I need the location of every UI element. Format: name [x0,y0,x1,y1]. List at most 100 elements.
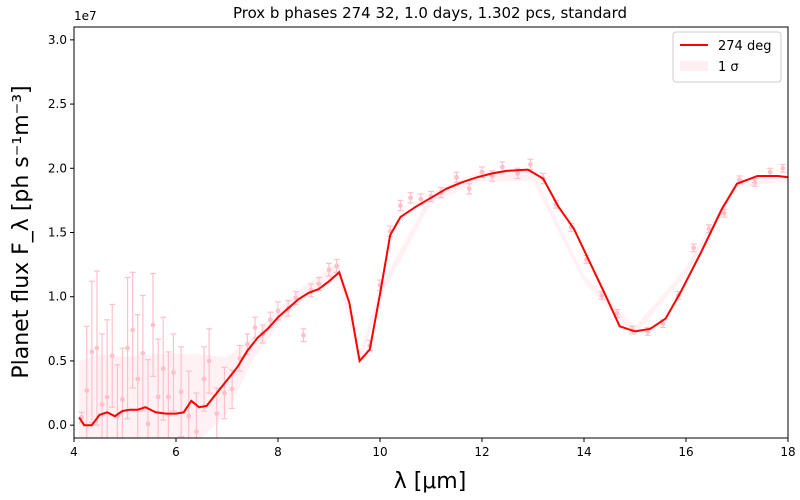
observation-point [160,316,167,421]
observation-point [527,158,534,171]
y-tick-label: 0.0 [48,418,67,432]
y-tick-label: 1.5 [48,226,67,240]
legend: 274 deg 1 σ [672,31,782,83]
x-tick-label: 16 [678,445,693,459]
x-tick-label: 18 [780,445,795,459]
observation-marker [614,311,620,316]
observation-point [150,273,157,377]
observation-point [104,319,111,438]
observation-marker [245,341,250,347]
observation-point [453,171,460,184]
observation-marker [515,171,521,176]
observation-point [407,192,414,204]
observation-marker [489,173,495,179]
observation-point [300,328,307,343]
observation-marker [150,322,156,328]
observation-marker [398,203,403,208]
observation-marker [130,327,136,333]
observation-marker [252,325,258,330]
observation-marker [160,366,166,372]
observation-point [93,270,100,426]
observation-point [213,387,220,438]
observation-point [598,290,605,300]
y-tick-label: 2.5 [48,97,67,111]
series-line [78,168,788,427]
x-tick-label: 12 [474,445,489,459]
observation-point [201,346,208,412]
observation-marker [408,195,413,201]
observation-point [779,163,786,173]
observation-marker [599,293,605,298]
observation-marker [135,376,141,382]
observation-point [165,351,172,438]
observation-marker [418,196,424,202]
y-axis-label: Planet flux F_λ [ph s⁻¹m⁻³] [9,85,34,378]
observation-point [236,344,243,372]
observation-point [170,333,177,412]
observation-point [308,283,315,298]
observation-marker [528,162,533,167]
observation-marker [500,164,505,170]
observation-marker [691,245,697,251]
observation-marker [84,388,90,393]
chart-title: Prox b phases 274 32, 1.0 days, 1.302 pc… [233,4,627,22]
observation-marker [267,317,273,323]
observation-marker [194,429,199,434]
observation-marker [301,332,306,338]
x-tick-label: 14 [576,445,591,459]
y-tick-label: 3.0 [48,33,67,47]
observation-marker [767,169,773,175]
y-tick-label: 2.0 [48,161,67,175]
sigma-band [79,170,788,438]
observation-point [144,359,151,438]
observation-marker [125,345,130,351]
x-tick-label: 6 [172,445,180,459]
observation-point [178,346,185,438]
x-tick-label: 4 [70,445,78,459]
observation-point [83,325,90,438]
observation-point [397,199,404,212]
observation-point [134,314,141,438]
y-tick-label: 1.0 [48,290,67,304]
legend-band-swatch [680,61,708,71]
observation-marker [99,402,105,408]
observation-point [119,347,126,438]
observation-marker [94,345,100,351]
x-axis-label: λ [μm] [394,469,467,494]
observation-point [751,177,758,187]
observation-marker [466,186,472,192]
observation-marker [780,165,786,171]
observation-marker [89,349,95,355]
observation-point [155,338,162,438]
observation-marker [752,180,758,185]
x-tick-label: 8 [274,445,282,459]
observation-marker [214,411,220,416]
observation-point [221,366,228,420]
observation-point [109,303,116,408]
observation-point [767,167,774,177]
x-tick-label: 10 [372,445,387,459]
observation-marker [660,321,666,327]
observation-point [690,243,697,253]
observation-marker [326,267,332,273]
observation-marker [275,308,281,314]
observation-marker [454,174,459,180]
axes: 4 6 8 10 12 14 16 18 0.0 0.5 1.0 1.5 2.0 2.5 3.0 [48,26,796,459]
observation-marker [109,353,115,359]
observation-marker [186,413,192,419]
observation-marker [706,226,712,232]
observation-marker [206,358,212,364]
legend-label-series: 274 deg [718,39,771,54]
plot-content [78,158,788,438]
y-offset-text: 1e7 [74,9,97,23]
observation-point [99,333,106,438]
observation-marker [104,394,110,400]
observation-marker [178,389,184,395]
observation-marker [201,376,207,382]
legend-label-sigma: 1 σ [718,60,739,75]
observation-marker [334,263,340,269]
observation-marker [145,421,151,427]
observation-point [326,262,332,277]
observation-point [514,167,521,180]
